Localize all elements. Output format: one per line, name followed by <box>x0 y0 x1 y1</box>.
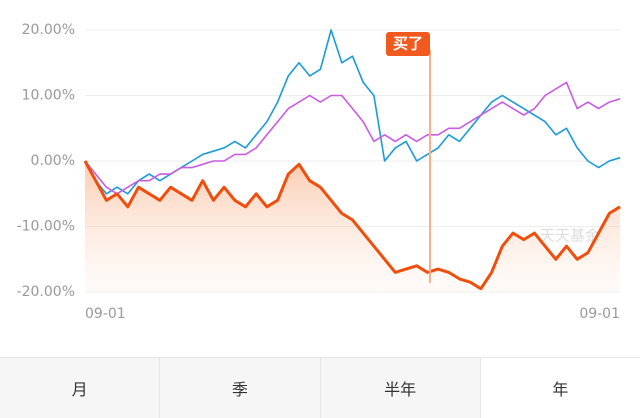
period-tab[interactable]: 月 <box>0 358 161 418</box>
y-tick-label: 20.00% <box>22 22 75 38</box>
period-tabs: 月季半年年 <box>0 357 640 418</box>
line <box>84 29 621 195</box>
buy-badge <box>386 32 430 56</box>
x-tick-label: 09-01 <box>579 306 620 322</box>
x-tick-label: 09-01 <box>85 306 126 322</box>
chart: -20.00% -10.00% 0.00% 10.00% 20.00% 09-01 09-0… <box>17 22 621 322</box>
watermark: 天天基金 <box>540 227 600 245</box>
y-tick-label: -10.00% <box>17 219 75 235</box>
period-tab[interactable]: 半年 <box>320 358 481 418</box>
period-tab[interactable]: 季 <box>160 358 321 418</box>
y-tick-label: 0.00% <box>31 153 75 169</box>
buy-label: 买了 <box>393 35 423 53</box>
y-tick-label: -20.00% <box>17 284 75 300</box>
line <box>84 81 621 195</box>
line <box>83 160 621 291</box>
y-tick-label: 10.00% <box>22 88 75 104</box>
period-tab[interactable]: 年 <box>480 358 640 418</box>
